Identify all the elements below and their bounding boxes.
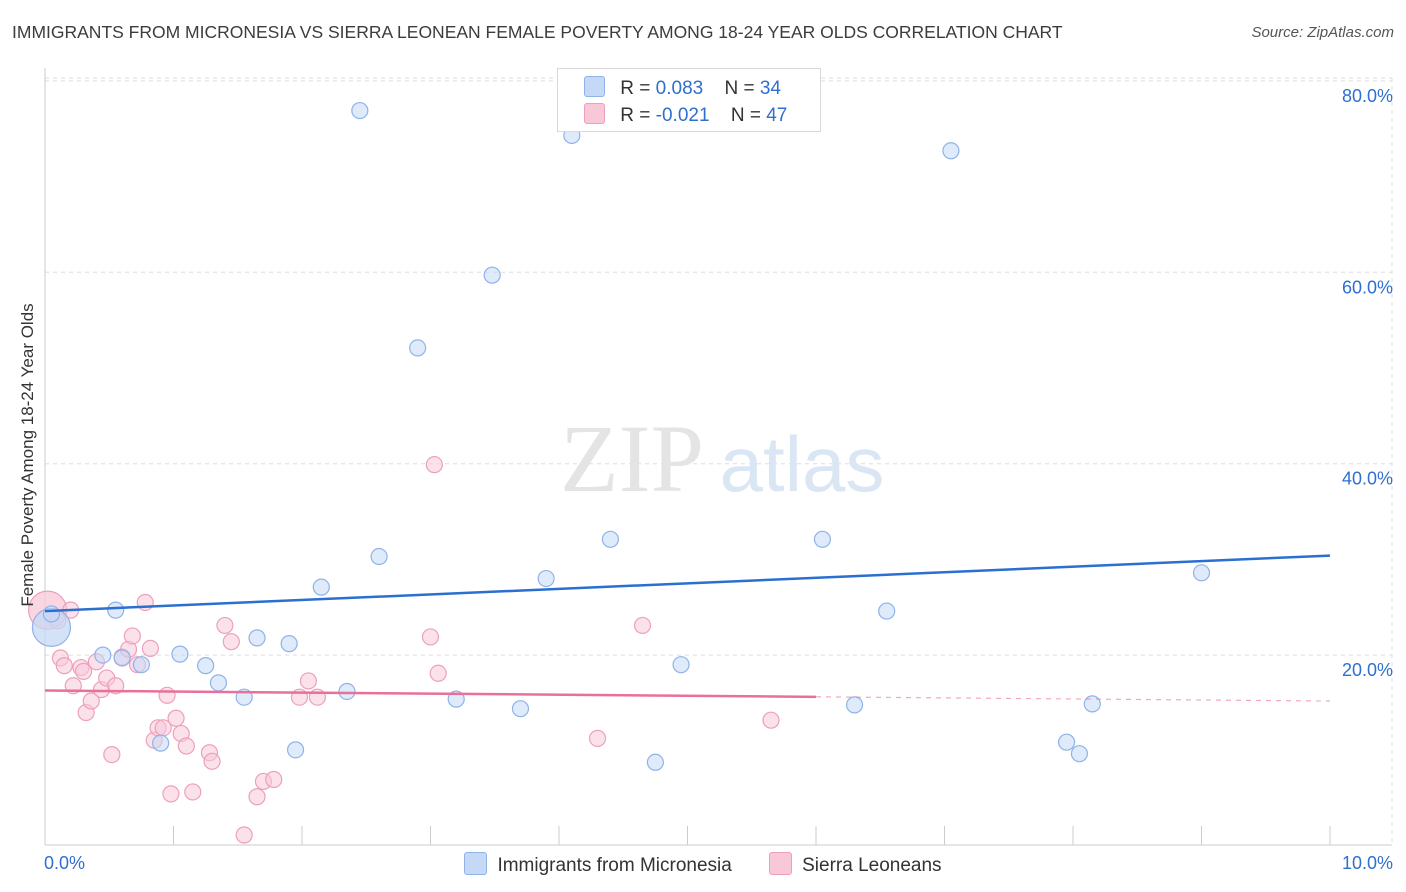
axes — [44, 68, 1392, 846]
micronesia-point — [94, 646, 112, 664]
stats-legend-row-blue: R = 0.083 N = 34 — [584, 76, 781, 100]
sierra-leonean-point — [177, 737, 195, 755]
micronesia-point — [672, 656, 690, 674]
y-axis-label: Female Poverty Among 18-24 Year Olds — [18, 303, 37, 606]
micronesia-point — [511, 700, 530, 718]
series-legend: Immigrants from Micronesia Sierra Leonea… — [0, 852, 1406, 877]
micronesia-point — [312, 578, 330, 596]
legend-label: Immigrants from Micronesia — [497, 855, 732, 876]
sierra-leonean-trend-extension — [815, 696, 1331, 702]
micronesia-point — [370, 547, 388, 566]
sierra-leonean-point — [235, 826, 253, 844]
sierra-leonean-point — [184, 783, 202, 801]
chart-source: Source: ZipAtlas.com — [1251, 24, 1394, 41]
tick-labels: 20.0% 40.0% 60.0% 80.0% 0.0% 10.0% — [44, 86, 1393, 873]
sierra-leonean-point — [425, 456, 443, 474]
r-value: 0.083 — [655, 78, 704, 99]
y-tick-label: 40.0% — [1342, 469, 1393, 489]
stats-legend-row-pink: R = -0.021 N = 47 — [584, 103, 787, 127]
micronesia-point — [845, 696, 864, 714]
micronesia-point — [878, 602, 896, 620]
sierra-leonean-point — [107, 677, 125, 695]
micronesia-trend-line — [44, 554, 1331, 613]
micronesia-point — [1192, 564, 1211, 582]
legend-item-micronesia: Immigrants from Micronesia — [464, 852, 732, 877]
sierra-leonean-point — [55, 657, 73, 675]
micronesia-point — [646, 753, 664, 771]
blue-swatch — [584, 76, 605, 97]
micronesia-point — [42, 605, 61, 623]
micronesia-point — [107, 601, 125, 619]
micronesia-point — [286, 741, 305, 759]
r-label: R = — [620, 78, 656, 99]
watermark-atlas: atlas — [720, 420, 885, 508]
micronesia-point — [1083, 695, 1101, 713]
sierra-leonean-point — [421, 628, 440, 646]
trend-lines — [44, 554, 1331, 702]
sierra-leonean-point — [82, 692, 100, 710]
sierra-leonean-point — [167, 709, 185, 727]
sierra-leonean-point — [103, 746, 121, 764]
micronesia-point — [209, 674, 228, 692]
micronesia-point — [197, 657, 215, 675]
micronesia-point — [601, 530, 620, 548]
sierra-leonean-point — [762, 711, 780, 729]
n-label: N = — [730, 105, 767, 126]
sierra-leonean-point — [633, 616, 652, 635]
y-tick-label: 60.0% — [1342, 277, 1393, 297]
micronesia-point — [152, 734, 170, 752]
sierra-leonean-point — [158, 686, 176, 704]
sierra-leonean-point — [222, 633, 240, 651]
sierra-leonean-point — [162, 785, 180, 803]
sierra-leonean-point — [203, 752, 221, 770]
x-tick-label: 0.0% — [44, 853, 85, 873]
sierra-leonean-point — [265, 770, 283, 789]
data-points — [27, 101, 1211, 844]
micronesia-point — [132, 656, 150, 674]
r-value: -0.021 — [655, 105, 710, 126]
micronesia-point — [248, 629, 266, 647]
x-tick-label: 10.0% — [1342, 853, 1393, 873]
legend-item-sierra-leoneans: Sierra Leoneans — [769, 852, 942, 877]
n-value: 47 — [766, 105, 788, 126]
sierra-leonean-point — [141, 639, 159, 658]
micronesia-point — [409, 339, 427, 357]
micronesia-point — [537, 569, 555, 588]
pink-swatch — [769, 852, 793, 875]
micronesia-point — [338, 682, 356, 701]
n-value: 34 — [759, 78, 781, 99]
watermark-zip: ZIP — [560, 405, 704, 512]
chart-title: IMMIGRANTS FROM MICRONESIA VS SIERRA LEO… — [12, 22, 1063, 42]
y-tick-label: 80.0% — [1342, 86, 1393, 106]
legend-label: Sierra Leoneans — [802, 855, 942, 876]
pink-swatch — [584, 103, 605, 124]
y-tick-label: 20.0% — [1342, 660, 1393, 680]
gridlines — [45, 77, 1393, 845]
n-label: N = — [724, 78, 760, 99]
micronesia-point — [351, 101, 369, 120]
sierra-leonean-point — [123, 627, 141, 645]
sierra-leonean-point — [429, 664, 447, 682]
sierra-leonean-point — [248, 788, 266, 806]
micronesia-point — [280, 635, 298, 653]
stats-legend: R = 0.083 N = 34 R = -0.021 N = 47 — [557, 68, 821, 132]
sierra-leonean-trend-line — [44, 689, 817, 699]
micronesia-point — [113, 649, 131, 667]
micronesia-point — [1057, 733, 1076, 751]
micronesia-point — [483, 266, 501, 284]
micronesia-point — [813, 530, 832, 548]
micronesia-point — [1070, 745, 1089, 763]
micronesia-point — [942, 142, 960, 160]
sierra-leonean-point — [74, 662, 93, 680]
sierra-leonean-point — [588, 729, 607, 747]
r-label: R = — [620, 105, 656, 126]
micronesia-point — [171, 645, 189, 663]
sierra-leonean-point — [216, 616, 234, 635]
sierra-leonean-point — [299, 672, 318, 690]
blue-swatch — [464, 852, 488, 875]
